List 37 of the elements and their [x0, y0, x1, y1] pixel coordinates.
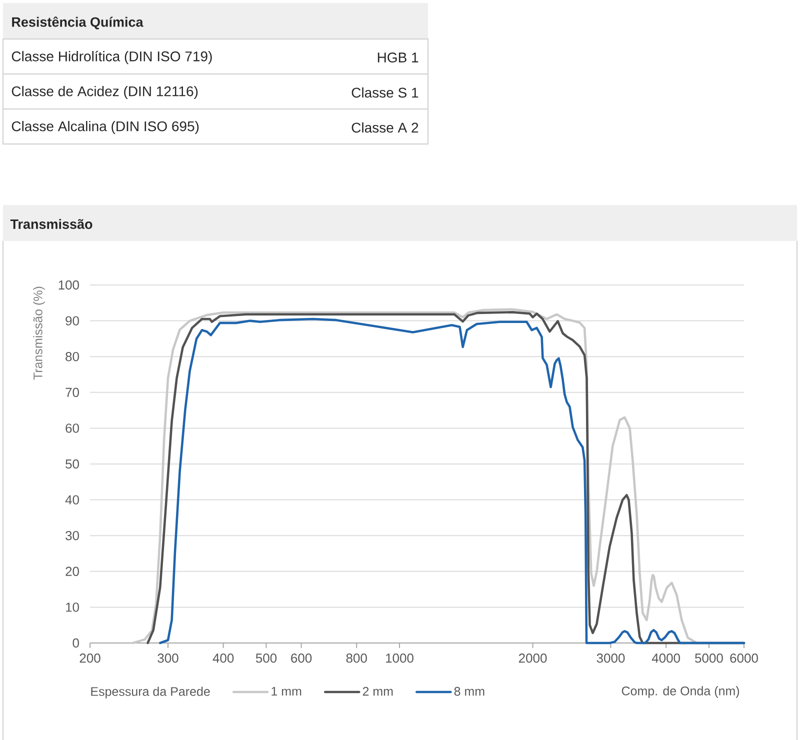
x-tick-label: 200 [80, 654, 100, 663]
y-tick-label: 100 [58, 280, 79, 290]
chart-title: Transmissão [10, 219, 92, 229]
text: Classe Alcalina (DIN ISO 695) [12, 120, 199, 134]
y-tick-label: 0 [72, 638, 79, 648]
x-tick-label: 600 [291, 654, 312, 663]
x-tick-label: 2000 [518, 654, 547, 663]
legend-label: 1 mm [272, 686, 302, 696]
y-tick-label: 30 [66, 530, 79, 540]
y-tick-label: 80 [66, 352, 79, 362]
text: Resistência Química [12, 16, 144, 30]
x-tick-label: 4000 [652, 654, 680, 663]
x-tick-label: 500 [256, 654, 277, 663]
y-tick-label: 50 [66, 459, 79, 469]
x-tick-label: 1000 [386, 654, 414, 663]
legend-label: 2 mm [362, 686, 393, 696]
text: Classe de Acidez (DIN 12116) [12, 86, 198, 100]
legend-label: 8 mm [454, 686, 484, 696]
y-tick-label: 20 [66, 566, 79, 576]
text: HGB 1 [378, 52, 418, 62]
y-tick-label: 90 [66, 316, 79, 326]
x-tick-label: 300 [158, 654, 178, 663]
x-tick-label: 6000 [730, 654, 758, 663]
x-axis-title: Comp. de Onda (nm) [622, 686, 740, 698]
y-tick-label: 10 [66, 602, 79, 612]
text: Classe Hidrolítica (DIN ISO 719) [12, 50, 212, 64]
x-tick-label: 5000 [695, 654, 723, 663]
x-tick-label: 3000 [596, 654, 625, 663]
x-tick-label: 400 [212, 654, 234, 663]
legend-title: Espessura da Parede [91, 686, 210, 698]
text: Classe S 1 [352, 87, 418, 98]
y-tick-label: 70 [66, 388, 79, 397]
x-tick-label: 800 [346, 654, 367, 663]
text: Classe A 2 [352, 122, 418, 133]
y-tick-label: 60 [66, 424, 79, 433]
y-tick-label: 40 [65, 495, 79, 504]
y-axis-title: Transmissão (%) [33, 286, 45, 380]
